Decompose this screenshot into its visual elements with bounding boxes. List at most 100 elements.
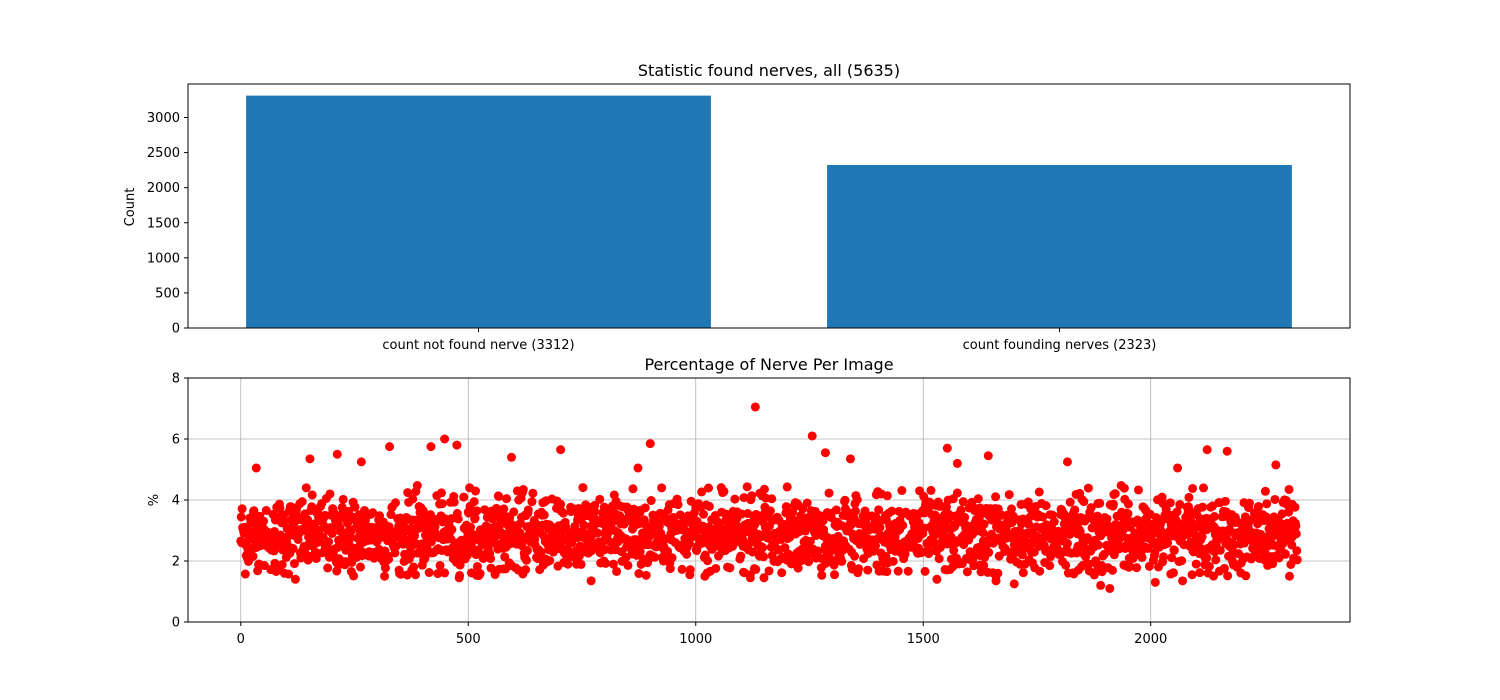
scatter-point [697,487,707,497]
scatter-point [704,501,714,511]
scatter-point [1262,499,1272,509]
scatter-point [860,506,870,516]
scatter-point [1083,483,1093,493]
scatter-plot-frame [187,377,1351,623]
scatter-point [486,554,496,564]
scatter-point [1211,555,1221,565]
scatter-point [759,552,769,562]
scatter-x-axis: 0 500 1000 1500 2000 [237,622,1167,647]
scatter-point [765,506,775,516]
scatter-point [673,500,683,510]
bar-y-axis: 0 500 1000 1500 2000 2500 3000 [147,111,188,337]
scatter-point [436,488,446,498]
scatter-point [863,565,873,575]
scatter-point [641,570,651,580]
scatter-point [667,553,677,563]
scatter-point [290,574,300,584]
scatter-point [1173,463,1183,473]
scatter-point [1270,494,1280,504]
scatter-point [301,483,311,493]
scatter-point [1202,445,1212,455]
scatter-point [536,547,546,557]
scatter-point [730,494,740,504]
scatter-point [1102,514,1112,524]
scatter-point [1188,483,1198,493]
scatter-point [556,499,566,509]
scatter-point [261,506,271,516]
scatter-chart-title: Percentage of Nerve Per Image [644,355,893,374]
scatter-point [1284,484,1294,494]
scatter-point [1150,577,1160,587]
scatter-point [920,566,930,576]
scatter-y-tick-label: 4 [172,494,180,509]
scatter-point [1095,498,1105,508]
scatter-point [528,488,538,498]
scatter-point [1209,512,1219,522]
scatter-point [385,442,395,452]
scatter-point [1268,559,1278,569]
bar-chart-y-axis-label: Count [123,188,138,227]
scatter-point [1280,549,1290,559]
scatter-point [1183,529,1193,539]
scatter-point [323,563,333,573]
scatter-point [325,489,335,499]
scatter-point [882,491,892,501]
scatter-point [813,546,823,556]
scatter-point [424,568,434,578]
scatter-point [297,497,307,507]
scatter-point [721,509,731,519]
scatter-point [586,576,596,586]
scatter-point [521,555,531,565]
scatter-point [472,561,482,571]
scatter-point [338,494,348,504]
scatter-point [962,567,972,577]
scatter-point [703,556,713,566]
scatter-point [1184,492,1194,502]
bar-marks [246,95,1292,328]
scatter-point [420,553,430,563]
scatter-point [412,481,422,491]
scatter-point [579,520,589,530]
scatter-point [1290,502,1300,512]
scatter-point [788,507,798,517]
scatter-point [983,451,993,461]
bar-chart: Statistic found nerves, all (5635) Count… [123,61,1351,353]
scatter-point [903,566,913,576]
scatter-point [1244,498,1254,508]
scatter-point [830,570,840,580]
scatter-point [991,492,1001,502]
scatter-point [793,563,803,573]
scatter-point [470,513,480,523]
scatter-point [960,512,970,522]
scatter-point [1198,483,1208,493]
scatter-point [1220,496,1230,506]
scatter-point [1284,571,1294,581]
scatter-point [924,545,934,555]
bar-y-tick-label: 1000 [147,251,180,266]
scatter-point [777,568,787,578]
scatter-point [454,573,464,583]
scatter-point [1070,505,1080,515]
scatter-point [882,567,892,577]
scatter-point [289,559,299,569]
scatter-point [409,562,419,572]
scatter-point [984,547,994,557]
scatter-x-tick-label: 500 [456,632,481,647]
scatter-point [1123,499,1133,509]
scatter-point [311,554,321,564]
scatter-point [408,494,418,504]
scatter-point [455,560,465,570]
scatter-point [1009,579,1019,589]
scatter-point [305,454,315,464]
scatter-point [782,482,792,492]
scatter-point [1035,566,1045,576]
scatter-point [742,482,752,492]
scatter-point [1062,457,1072,467]
scatter-point [288,544,298,554]
scatter-point [824,488,834,498]
scatter-point [1195,568,1205,578]
scatter-point [251,463,261,473]
scatter-point [380,563,390,573]
scatter-point [1246,554,1256,564]
scatter-point [307,490,317,500]
